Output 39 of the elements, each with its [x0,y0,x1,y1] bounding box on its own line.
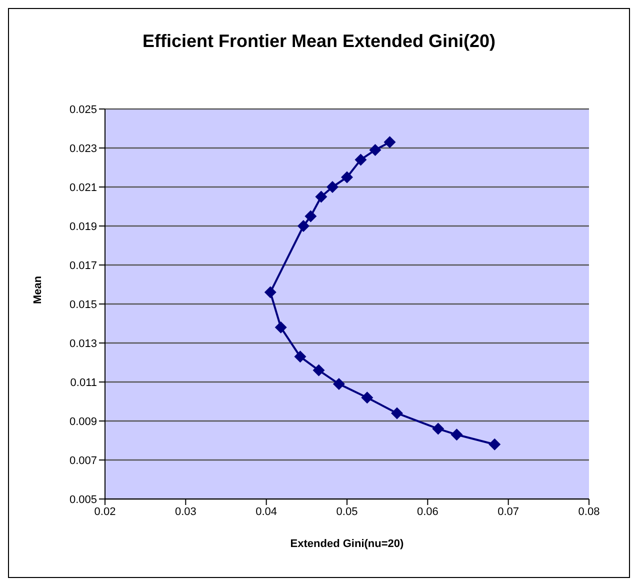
x-tick-label: 0.07 [498,506,520,518]
point [274,321,287,334]
y-tick-label: 0.007 [69,454,97,467]
y-tick-label: 0.009 [69,416,97,428]
point [304,210,317,222]
y-tick-label: 0.017 [69,260,97,272]
point [341,171,353,184]
y-axis-title: Mean [32,276,44,304]
point [488,438,501,450]
point [432,422,444,435]
x-tick-label: 0.02 [94,506,116,518]
y-tick-label: 0.025 [69,104,97,116]
point [354,154,367,166]
y-tick-label: 0.019 [69,220,97,233]
point [264,286,276,298]
x-tick-label: 0.06 [416,506,438,518]
point [450,428,463,441]
x-axis-title: Extended Gini(nu=20) [290,538,404,550]
point [326,181,338,193]
y-tick-label: 0.013 [69,338,97,350]
point [294,350,306,363]
x-tick-label: 0.04 [256,506,278,518]
point [391,407,404,420]
x-tick-label: 0.05 [336,506,358,518]
x-tick-label: 0.03 [174,506,196,518]
y-tick-label: 0.005 [69,494,97,506]
point [369,144,382,156]
point [315,190,328,203]
point [297,220,310,232]
y-tick-label: 0.021 [69,182,97,194]
point [361,392,374,404]
y-tick-label: 0.023 [69,142,97,155]
y-tick-label: 0.011 [70,376,97,389]
chart-title: Efficient Frontier Mean Extended Gini(20) [141,31,497,52]
x-tick-label: 0.08 [578,506,600,518]
y-tick-label: 0.015 [69,298,97,311]
point [384,136,396,148]
point [332,378,345,390]
point [312,364,325,376]
